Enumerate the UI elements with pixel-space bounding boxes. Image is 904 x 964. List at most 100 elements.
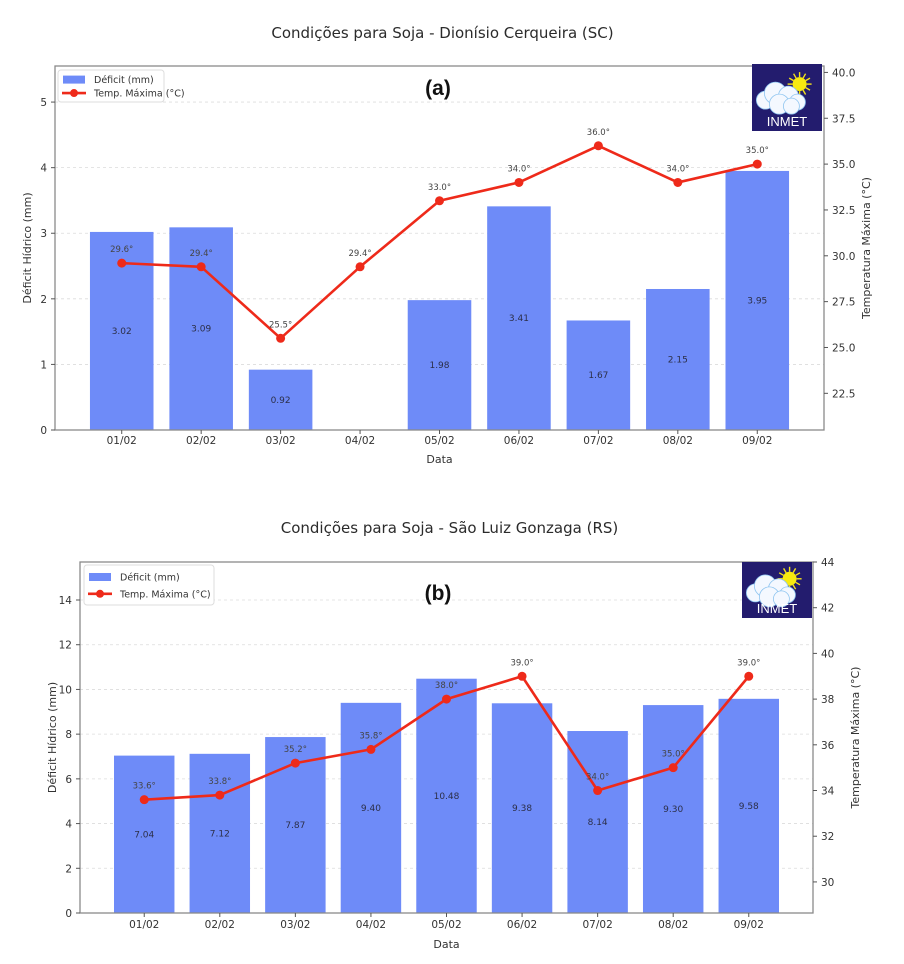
temperature-point bbox=[593, 141, 603, 151]
y-right-tick-label: 27.5 bbox=[832, 297, 855, 309]
bar-value-label: 7.04 bbox=[134, 830, 154, 840]
bar-value-label: 9.30 bbox=[663, 805, 683, 815]
y-tick-label: 0 bbox=[65, 908, 72, 920]
bar-value-label: 7.12 bbox=[210, 829, 230, 839]
y-right-tick-label: 38 bbox=[821, 694, 834, 706]
y-right-tick-label: 35.0 bbox=[832, 159, 855, 171]
legend-label-deficit: Déficit (mm) bbox=[94, 75, 154, 86]
y-right-tick-label: 30.0 bbox=[832, 251, 855, 263]
sun-icon bbox=[792, 77, 807, 92]
bar-value-label: 10.48 bbox=[434, 792, 460, 802]
bar-value-label: 0.92 bbox=[271, 396, 291, 406]
legend-label-temperature: Temp. Máxima (°C) bbox=[119, 589, 211, 600]
temperature-point bbox=[276, 333, 286, 343]
legend-bar-swatch bbox=[89, 573, 111, 581]
legend-box bbox=[83, 564, 215, 606]
y-tick-label: 10 bbox=[59, 684, 72, 696]
x-tick-label: 04/02 bbox=[345, 435, 375, 447]
sun-ray bbox=[792, 584, 797, 590]
sun-ray bbox=[782, 568, 787, 574]
y-tick-label: 0 bbox=[40, 425, 47, 437]
temperature-value-label: 33.0° bbox=[428, 183, 451, 193]
temperature-point bbox=[744, 671, 754, 681]
bar-value-label: 1.67 bbox=[588, 371, 608, 381]
x-tick-label: 04/02 bbox=[356, 919, 386, 931]
y-right-tick-label: 44 bbox=[821, 557, 835, 569]
temperature-value-label: 34.0° bbox=[666, 164, 689, 174]
y-tick-label: 14 bbox=[59, 595, 73, 607]
y-right-tick-label: 30 bbox=[821, 877, 834, 889]
bar-value-label: 3.41 bbox=[509, 314, 529, 324]
chart-b: Condições para Soja - São Luiz Gonzaga (… bbox=[46, 519, 862, 951]
x-tick-label: 02/02 bbox=[186, 435, 216, 447]
legend-bar-swatch bbox=[63, 75, 85, 84]
y-right-tick-label: 32 bbox=[821, 831, 834, 843]
bar bbox=[642, 705, 704, 913]
bar bbox=[491, 703, 553, 913]
temperature-value-label: 39.0° bbox=[510, 658, 533, 668]
x-tick-label: 08/02 bbox=[658, 919, 688, 931]
bar-value-label: 9.58 bbox=[739, 802, 759, 812]
bar bbox=[566, 320, 631, 430]
bar-value-label: 2.15 bbox=[668, 355, 688, 365]
temperature-point bbox=[442, 694, 451, 704]
y-tick-label: 2 bbox=[40, 294, 47, 306]
bar bbox=[340, 702, 402, 913]
bar bbox=[487, 206, 551, 430]
temperature-value-label: 29.6° bbox=[110, 245, 133, 255]
temperature-value-label: 36.0° bbox=[587, 128, 610, 138]
sun-ray bbox=[802, 89, 807, 95]
temperature-value-label: 29.4° bbox=[348, 249, 371, 259]
logo-text: INMET bbox=[767, 114, 808, 129]
temperature-value-label: 35.0° bbox=[662, 750, 685, 760]
y-tick-label: 12 bbox=[59, 640, 72, 652]
x-tick-label: 07/02 bbox=[583, 919, 613, 931]
y-right-tick-label: 25.0 bbox=[832, 342, 855, 354]
y-right-tick-label: 34 bbox=[821, 786, 835, 798]
bar bbox=[725, 170, 790, 430]
y-axis-label: Déficit Hídrico (mm) bbox=[21, 192, 34, 303]
y-tick-label: 6 bbox=[65, 774, 72, 786]
temperature-value-label: 38.0° bbox=[435, 681, 458, 691]
x-tick-label: 03/02 bbox=[265, 435, 295, 447]
y-tick-label: 4 bbox=[65, 819, 72, 831]
bar-value-label: 9.38 bbox=[512, 804, 532, 814]
temperature-value-label: 34.0° bbox=[586, 773, 609, 783]
temperature-point bbox=[514, 177, 524, 187]
legend-label-temperature: Temp. Máxima (°C) bbox=[93, 89, 185, 100]
bar-value-label: 3.95 bbox=[747, 296, 767, 306]
legend-marker bbox=[70, 89, 78, 98]
y-right-tick-label: 40 bbox=[821, 648, 834, 660]
sun-ray bbox=[795, 572, 801, 576]
temperature-value-label: 33.6° bbox=[133, 782, 156, 792]
panel-label: (b) bbox=[425, 582, 452, 605]
x-tick-label: 07/02 bbox=[583, 435, 613, 447]
x-tick-label: 02/02 bbox=[205, 919, 235, 931]
temperature-point bbox=[593, 786, 603, 796]
sun-ray bbox=[778, 572, 784, 576]
temperature-point bbox=[435, 196, 444, 206]
inmet-logo: INMET bbox=[752, 64, 822, 131]
x-tick-label: 01/02 bbox=[107, 435, 137, 447]
sun-ray bbox=[792, 73, 797, 79]
bar-value-label: 9.40 bbox=[361, 804, 381, 814]
x-tick-label: 06/02 bbox=[507, 919, 537, 931]
bar-value-label: 3.09 bbox=[191, 325, 211, 335]
temperature-value-label: 29.4° bbox=[190, 249, 213, 259]
bar-value-label: 8.14 bbox=[588, 818, 608, 828]
bar bbox=[646, 288, 710, 430]
bar-value-label: 7.87 bbox=[285, 821, 305, 831]
temperature-value-label: 25.5° bbox=[269, 320, 292, 330]
temperature-value-label: 33.8° bbox=[208, 777, 231, 787]
temperature-point bbox=[355, 262, 365, 272]
x-tick-label: 05/02 bbox=[431, 919, 461, 931]
cloud-icon bbox=[773, 590, 790, 608]
chart-a: Condições para Soja - Dionísio Cerqueira… bbox=[21, 24, 873, 466]
temperature-point bbox=[215, 790, 225, 800]
sun-ray bbox=[802, 73, 807, 79]
temperature-point bbox=[668, 763, 678, 773]
y-tick-label: 5 bbox=[40, 97, 47, 109]
x-tick-label: 01/02 bbox=[129, 919, 159, 931]
x-tick-label: 06/02 bbox=[504, 435, 534, 447]
bar bbox=[114, 755, 175, 913]
